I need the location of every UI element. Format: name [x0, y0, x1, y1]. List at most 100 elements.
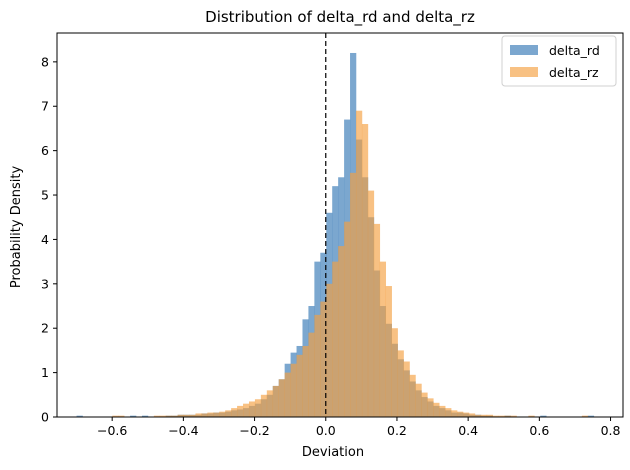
- bar-delta-rz-17: [177, 414, 184, 417]
- legend-swatch-delta-rd: [510, 45, 538, 55]
- bar-delta-rz-18: [183, 414, 190, 417]
- x-tick-label: 0.6: [529, 423, 549, 438]
- bar-delta-rz-37: [296, 354, 303, 417]
- y-tick-label: 2: [41, 321, 49, 336]
- bar-delta-rz-20: [195, 413, 202, 417]
- bar-delta-rz-76: [528, 415, 535, 417]
- bar-delta-rz-53: [391, 328, 398, 417]
- y-axis-label: Probability Density: [9, 166, 24, 289]
- bar-delta-rz-50: [373, 223, 381, 417]
- y-tick-label: 6: [41, 143, 49, 158]
- x-axis: −0.6 −0.4 −0.2 0.0 0.2 0.4 0.6 0.8: [97, 417, 621, 438]
- bar-delta-rz-38: [302, 345, 309, 417]
- bar-delta-rz-68: [480, 414, 488, 417]
- bar-delta-rz-73: [510, 415, 517, 417]
- bar-delta-rz-46: [350, 172, 357, 417]
- bar-delta-rd-11: [141, 415, 149, 417]
- bar-delta-rz-31: [260, 394, 268, 417]
- bar-delta-rz-64: [457, 411, 464, 417]
- bar-delta-rz-29: [248, 401, 256, 417]
- bar-delta-rz-69: [486, 414, 494, 417]
- bar-delta-rd-78: [540, 415, 547, 417]
- bar-delta-rz-70: [492, 415, 499, 417]
- bar-delta-rz-43: [332, 261, 339, 417]
- bar-delta-rz-85: [581, 415, 589, 417]
- bar-delta-rz-6: [112, 415, 119, 417]
- bar-delta-rz-32: [266, 390, 274, 417]
- bar-delta-rz-56: [409, 374, 416, 417]
- x-tick-label: 0.8: [601, 423, 621, 438]
- y-tick-label: 3: [41, 276, 49, 291]
- bar-delta-rz-27: [237, 405, 244, 417]
- bar-delta-rd-9: [130, 415, 137, 417]
- y-tick-label: 7: [41, 99, 49, 114]
- bar-delta-rz-65: [462, 412, 470, 417]
- bar-delta-rz-25: [225, 410, 232, 417]
- bar-delta-rz-39: [308, 332, 315, 417]
- bar-delta-rz-22: [207, 412, 214, 417]
- legend-swatch-delta-rz: [510, 67, 538, 77]
- bar-delta-rz-24: [219, 411, 226, 417]
- bar-delta-rz-7: [118, 415, 125, 417]
- x-tick-label: 0.2: [387, 423, 407, 438]
- bar-delta-rz-51: [379, 261, 387, 417]
- bar-delta-rz-44: [338, 246, 345, 417]
- bar-delta-rz-60: [433, 402, 440, 417]
- series-delta-rz: [112, 110, 589, 417]
- bar-delta-rz-35: [284, 372, 291, 417]
- bar-delta-rz-40: [314, 314, 321, 417]
- bar-delta-rd-0: [76, 415, 83, 417]
- bar-delta-rz-71: [498, 415, 505, 417]
- bar-delta-rz-15: [165, 415, 172, 417]
- bar-delta-rz-52: [385, 286, 392, 417]
- bar-delta-rz-61: [439, 405, 446, 417]
- bar-delta-rz-48: [361, 124, 369, 417]
- bar-delta-rz-30: [254, 399, 262, 417]
- bar-delta-rz-55: [403, 361, 410, 417]
- legend-label-delta-rz: delta_rz: [549, 65, 599, 80]
- bar-delta-rz-23: [213, 412, 220, 417]
- bar-delta-rz-47: [355, 110, 363, 417]
- bar-delta-rz-33: [272, 385, 280, 417]
- y-tick-label: 0: [41, 410, 49, 425]
- bar-delta-rz-45: [344, 221, 351, 417]
- bar-delta-rd-86: [587, 415, 595, 417]
- bar-delta-rz-57: [415, 383, 422, 417]
- plot-frame: [56, 32, 624, 418]
- bar-delta-rz-66: [468, 413, 476, 417]
- y-tick-label: 4: [41, 232, 49, 247]
- bar-delta-rz-63: [451, 410, 458, 417]
- x-axis-label: Deviation: [302, 445, 364, 460]
- bar-delta-rz-54: [397, 350, 404, 417]
- y-tick-label: 5: [41, 188, 49, 203]
- bar-delta-rz-59: [427, 398, 434, 417]
- bar-delta-rz-72: [504, 415, 511, 417]
- x-tick-label: −0.2: [239, 423, 269, 438]
- bar-delta-rz-21: [201, 413, 208, 417]
- bar-delta-rz-16: [171, 415, 178, 417]
- bar-delta-rz-58: [421, 392, 428, 417]
- bar-delta-rz-13: [153, 415, 161, 417]
- bar-delta-rz-26: [231, 408, 238, 417]
- bar-delta-rz-42: [326, 283, 333, 417]
- x-tick-label: 0.4: [458, 423, 478, 438]
- y-tick-label: 8: [41, 54, 49, 69]
- bar-delta-rz-67: [474, 414, 482, 417]
- bar-delta-rz-41: [320, 301, 327, 417]
- bar-delta-rz-19: [189, 414, 196, 417]
- bar-delta-rz-34: [278, 379, 285, 417]
- bar-delta-rz-14: [159, 415, 167, 417]
- x-tick-label: 0.0: [316, 423, 336, 438]
- x-tick-label: −0.4: [168, 423, 198, 438]
- bar-delta-rz-36: [290, 363, 297, 417]
- y-tick-label: 1: [41, 365, 49, 380]
- bar-delta-rz-28: [243, 403, 250, 417]
- bar-delta-rz-49: [367, 190, 375, 417]
- x-tick-label: −0.6: [97, 423, 127, 438]
- legend-label-delta-rd: delta_rd: [549, 43, 600, 58]
- bar-delta-rz-62: [445, 408, 452, 417]
- legend: delta_rd delta_rz: [501, 35, 617, 87]
- chart-title: Distribution of delta_rd and delta_rz: [205, 8, 475, 27]
- y-axis: 0 1 2 3 4 5 6 7 8: [41, 54, 57, 425]
